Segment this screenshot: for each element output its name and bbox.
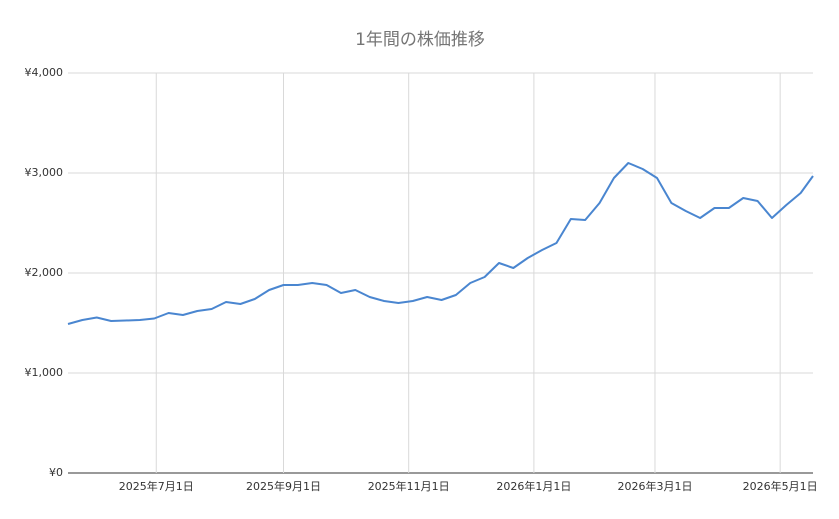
x-tick-label: 2025年7月1日 xyxy=(119,479,194,493)
x-tick-label: 2026年1月1日 xyxy=(496,479,571,493)
x-tick-label: 2025年9月1日 xyxy=(246,479,321,493)
x-tick-label: 2026年3月1日 xyxy=(617,479,692,493)
y-tick-label: ¥4,000 xyxy=(25,66,64,79)
y-tick-label: ¥3,000 xyxy=(25,166,64,179)
data-line xyxy=(67,162,814,325)
y-tick-label: ¥0 xyxy=(49,466,63,479)
x-tick-label: 2025年11月1日 xyxy=(368,479,450,493)
chart-title: 1年間の株価推移 xyxy=(355,30,485,50)
x-tick-label: 2026年5月1日 xyxy=(743,479,818,493)
y-tick-label: ¥2,000 xyxy=(25,266,64,279)
y-tick-label: ¥1,000 xyxy=(25,366,64,379)
